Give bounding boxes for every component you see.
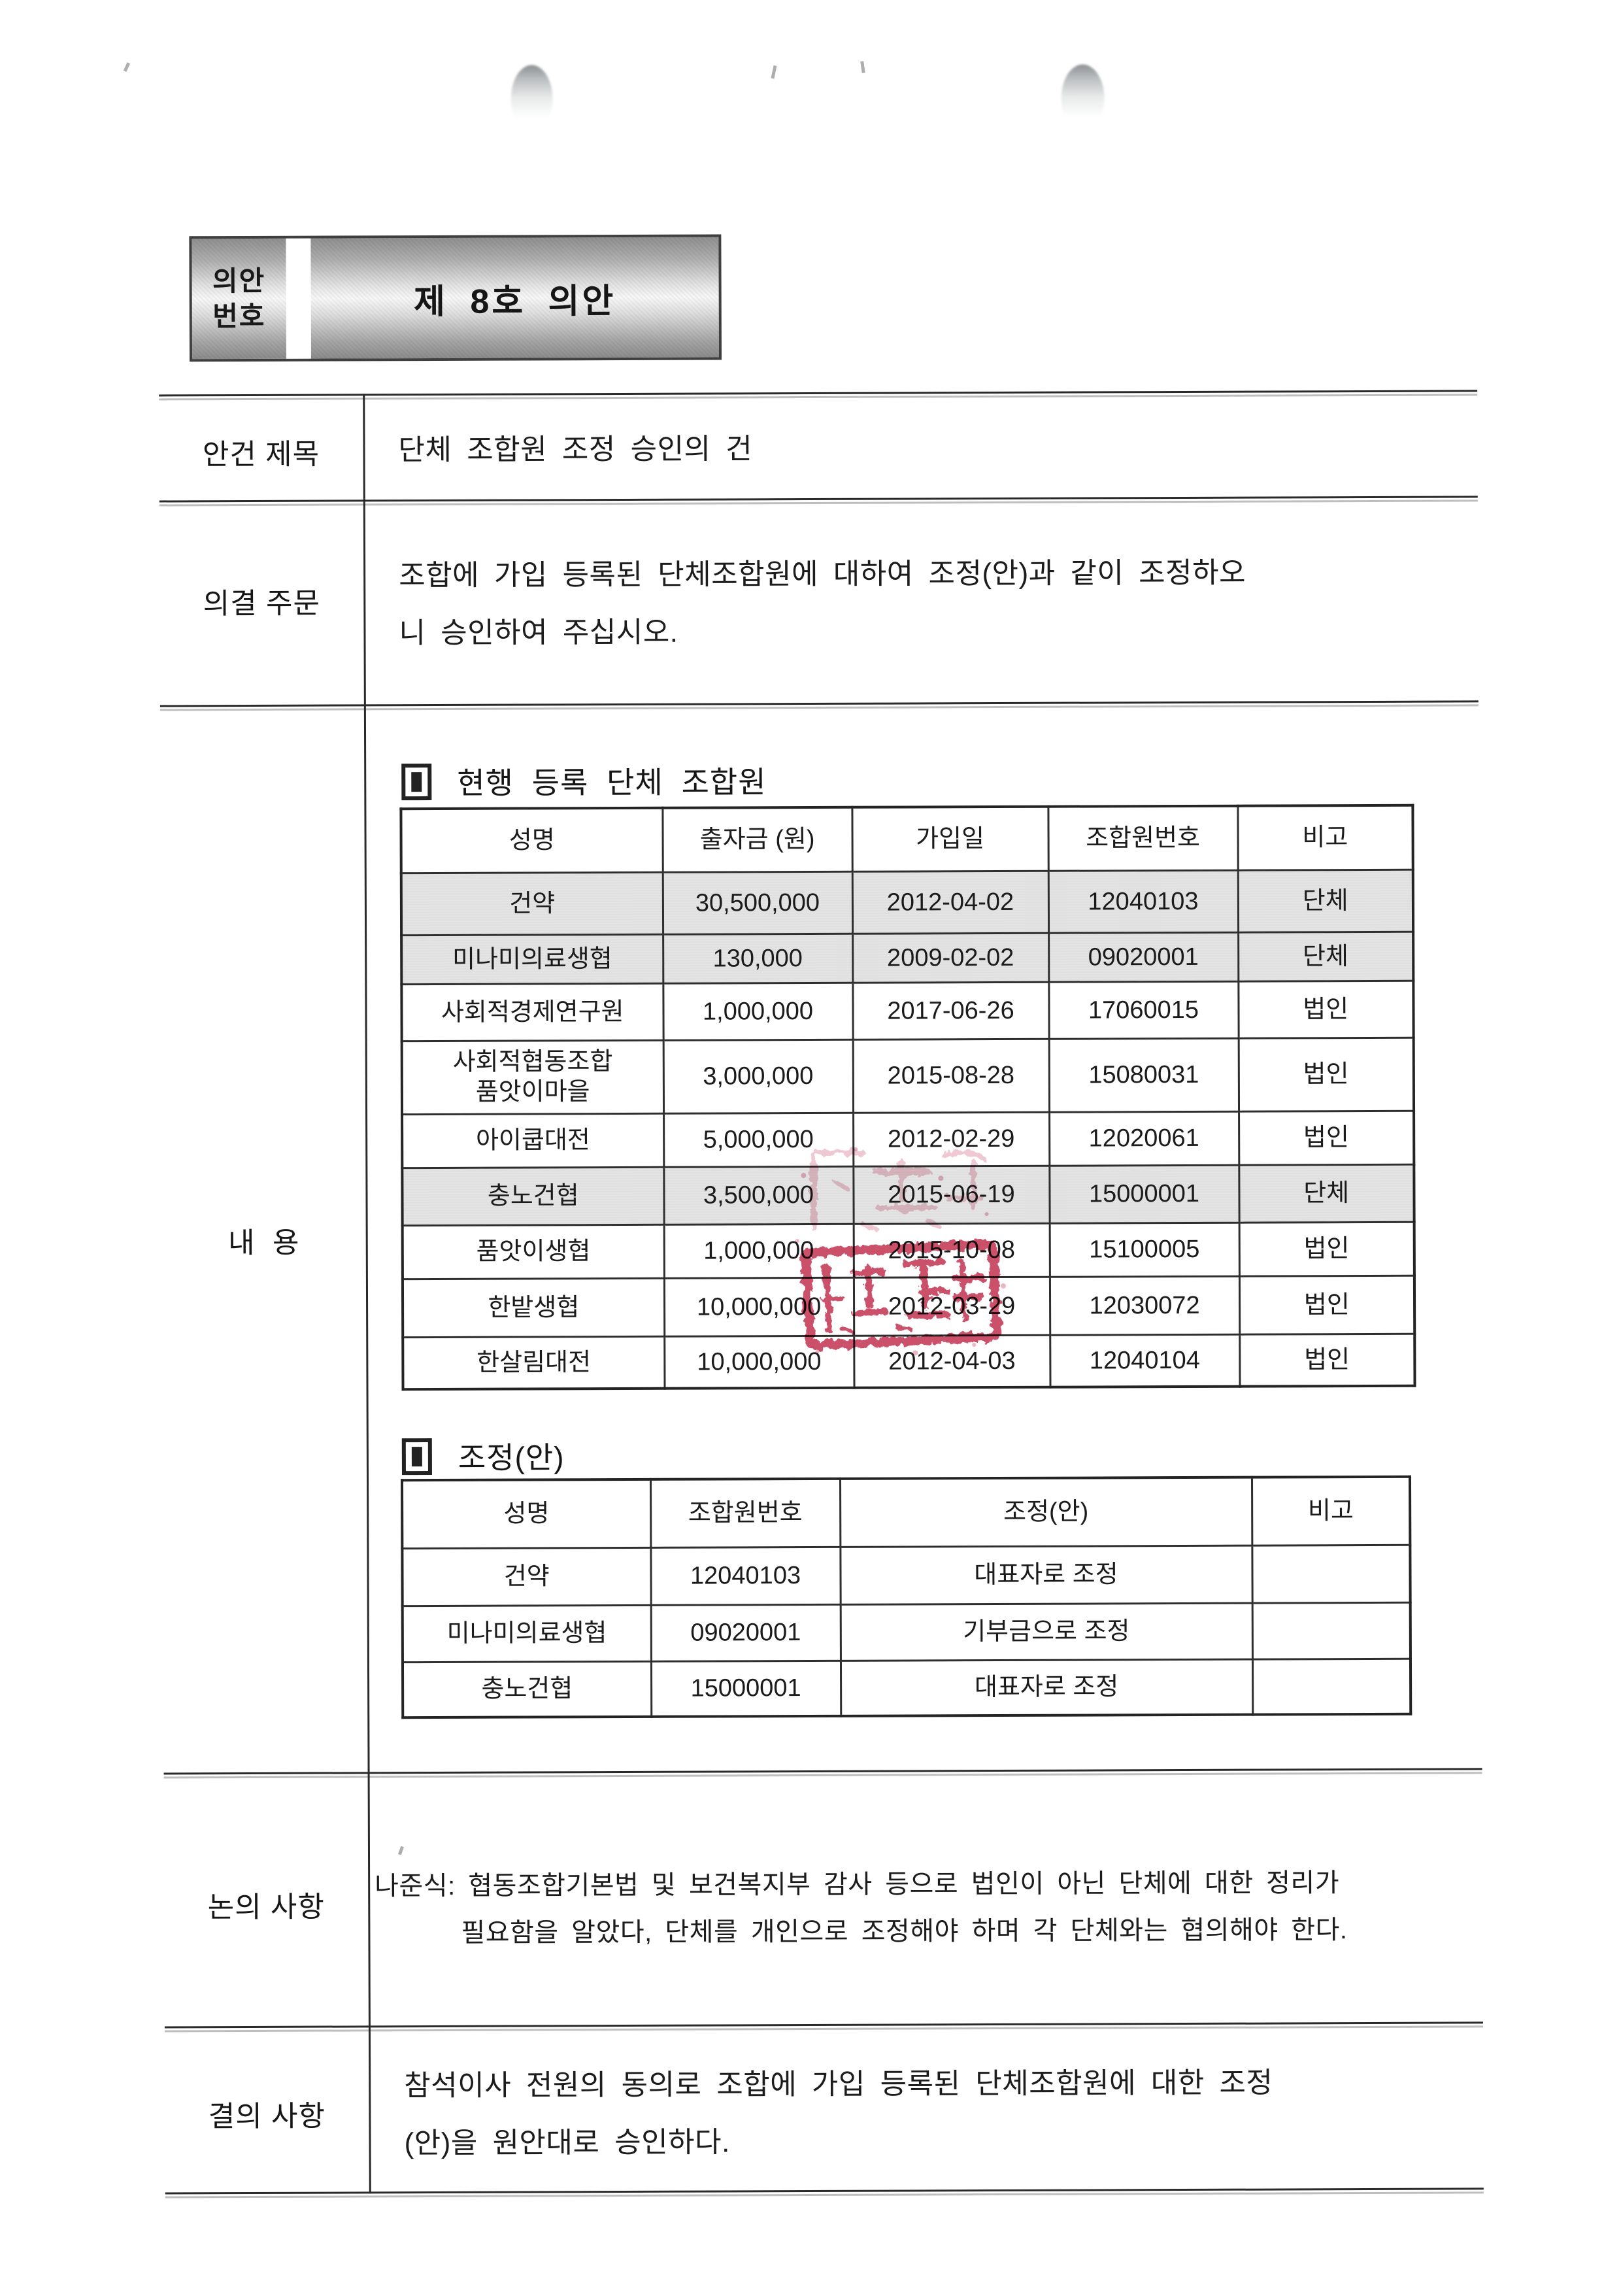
table-row: 사회적협동조합 품앗이마을 3,000,000 2015-08-28 15080… (401, 1037, 1414, 1115)
scan-speck (860, 61, 865, 73)
discussion-text-line2: 필요함을 알았다, 단체를 개인으로 조정해야 하며 각 단체와는 협의해야 한… (461, 1916, 1348, 1948)
adjust-table-title: 조정(안) (458, 1440, 565, 1475)
agenda-number-box: 의안 번호 제 8호 의안 (189, 234, 722, 362)
scan-speck (397, 1846, 405, 1855)
punch-hole-left (510, 65, 553, 133)
row-label-content: 내 용 (227, 1226, 300, 1260)
table-row: 미나미의료생협 130,000 2009-02-02 09020001 단체 (401, 931, 1414, 985)
col-header: 조정(안) (839, 1477, 1252, 1547)
col-header: 성명 (401, 807, 663, 873)
frame-line-title-bottom (159, 496, 1478, 503)
table-row: 건약 30,500,000 2012-04-02 12040103 단체 (401, 869, 1414, 936)
table-row: 충노건협 15000001 대표자로 조정 (402, 1658, 1411, 1718)
decision-text-line2: (안)을 원안대로 승인하다. (404, 2126, 730, 2160)
table-row: 미나미의료생협 09020001 기부금으로 조정 (402, 1602, 1411, 1663)
col-header: 조합원번호 (650, 1478, 841, 1547)
agenda-number-label: 의안 번호 (192, 239, 286, 360)
scan-speck (771, 65, 777, 79)
table-header-row: 성명 출자금 (원) 가입일 조합원번호 비고 (401, 805, 1413, 873)
order-text-line1: 조합에 가입 등록된 단체조합원에 대하여 조정(안)과 같이 조정하오 (399, 556, 1246, 592)
table-row: 품앗이생협 1,000,000 2015-10-08 15100005 법인 (402, 1221, 1414, 1279)
row-label-discussion: 논의 사항 (207, 1891, 325, 1924)
section-bullet-icon (401, 1438, 432, 1476)
frame-line-discussion-bottom (164, 2021, 1483, 2029)
agenda-number-label-line2: 번호 (212, 300, 266, 332)
table-row: 한살림대전 10,000,000 2012-04-03 12040104 법인 (403, 1333, 1415, 1390)
col-header: 출자금 (원) (662, 807, 852, 872)
adjustment-table: 성명 조합원번호 조정(안) 비고 건약 12040103 대표자로 조정 미나… (400, 1475, 1412, 1719)
row-label-title: 안건 제목 (202, 438, 320, 471)
table-row: 한밭생협 10,000,000 2012-03-29 12030072 법인 (402, 1275, 1415, 1338)
frame-line-bottom (165, 2187, 1484, 2195)
col-header: 비고 (1251, 1476, 1411, 1545)
table-row: 사회적경제연구원 1,000,000 2017-06-26 17060015 법… (401, 980, 1414, 1041)
scan-speck (123, 62, 131, 73)
col-header: 비고 (1237, 805, 1413, 870)
table-row: 건약 12040103 대표자로 조정 (402, 1544, 1411, 1606)
col-header: 가입일 (852, 806, 1048, 871)
agenda-title-text: 단체 조합원 조정 승인의 건 (398, 433, 753, 467)
agenda-number-value: 제 8호 의안 (414, 282, 616, 321)
section-bullet-icon (401, 764, 432, 801)
discussion-text-line1: 나준식: 협동조합기본법 및 보건복지부 감사 등으로 법인이 아닌 단체에 대… (375, 1868, 1340, 1901)
frame-line-order-bottom (159, 700, 1479, 707)
current-members-table: 성명 출자금 (원) 가입일 조합원번호 비고 건약 30,500,000 20… (399, 803, 1416, 1391)
agenda-box-divider (286, 238, 312, 359)
current-table-title: 현행 등록 단체 조합원 (457, 765, 767, 800)
table-row: 충노건협 3,500,000 2015-06-19 15000001 단체 (402, 1164, 1414, 1226)
row-label-order: 의결 주문 (203, 587, 320, 620)
table-row: 아이쿱대전 5,000,000 2012-02-29 12020061 법인 (402, 1110, 1414, 1168)
row-label-decision: 결의 사항 (208, 2100, 326, 2133)
frame-line-content-bottom (163, 1768, 1482, 1775)
agenda-number-label-line1: 의안 (212, 265, 266, 297)
punch-hole-right (1061, 64, 1105, 133)
col-header: 성명 (402, 1479, 651, 1549)
frame-line-top (159, 390, 1478, 397)
decision-text-line1: 참석이사 전원의 동의로 조합에 가입 등록된 단체조합원에 대한 조정 (404, 2067, 1273, 2102)
order-text-line2: 니 승인하여 주십시오. (399, 616, 678, 650)
table-header-row: 성명 조합원번호 조정(안) 비고 (402, 1476, 1411, 1549)
col-header: 조합원번호 (1048, 805, 1238, 871)
